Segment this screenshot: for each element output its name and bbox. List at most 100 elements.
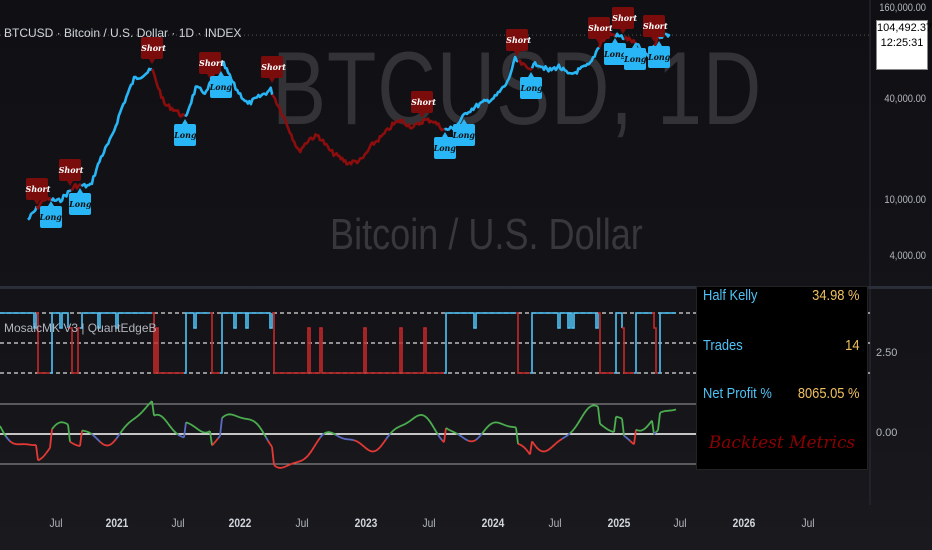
oscillator-segment bbox=[353, 439, 357, 442]
oscillator-segment bbox=[239, 416, 243, 419]
oscillator-segment bbox=[647, 422, 651, 427]
metric-value: 8065.05 % bbox=[797, 385, 860, 402]
oscillator-segment bbox=[461, 436, 465, 440]
pane-separator[interactable] bbox=[0, 286, 932, 289]
oscillator-segment bbox=[261, 430, 265, 435]
chart-title[interactable]: BTCUSD · Bitcoin / U.S. Dollar · 1D · IN… bbox=[4, 26, 242, 40]
oscillator-segment bbox=[215, 437, 219, 442]
oscillator-segment bbox=[137, 413, 141, 417]
short-signal-label: Short bbox=[261, 55, 286, 83]
oscillator-segment bbox=[333, 433, 337, 436]
time-axis-label: Jul bbox=[673, 516, 687, 530]
oscillator-segment bbox=[397, 425, 401, 429]
oscillator-segment bbox=[89, 432, 93, 436]
short-signal-label: Short bbox=[612, 6, 637, 34]
oscillator-segment bbox=[319, 434, 323, 439]
signal-layer: Short Long Short Long Short Long Short Long Shor… bbox=[25, 6, 670, 229]
price-series-line bbox=[271, 93, 445, 166]
metrics-caption: Backtest Metrics bbox=[708, 433, 856, 453]
oscillator-segment bbox=[401, 423, 405, 427]
regime-step-line bbox=[68, 327, 80, 374]
oscillator-segment bbox=[673, 408, 677, 411]
oscillator-segment bbox=[103, 443, 107, 447]
oscillator-segment bbox=[79, 430, 83, 447]
regime-step-line bbox=[652, 312, 658, 374]
oscillator-segment bbox=[409, 418, 413, 422]
oscillator-segment bbox=[11, 441, 15, 445]
oscillator-segment bbox=[551, 444, 555, 448]
oscillator-segment bbox=[501, 423, 505, 426]
price-series-line bbox=[517, 59, 533, 71]
oscillator-segment bbox=[535, 446, 539, 450]
oscillator-segment bbox=[417, 414, 421, 417]
oscillator-segment bbox=[391, 429, 395, 433]
price-series-line bbox=[35, 195, 53, 210]
oscillator-segment bbox=[167, 422, 171, 427]
oscillator-segment bbox=[359, 442, 363, 446]
oscillator-segment bbox=[603, 426, 607, 430]
oscillator-segment bbox=[355, 440, 359, 443]
oscillator-segment bbox=[597, 406, 601, 424]
oscillator-segment bbox=[275, 465, 279, 469]
oscillator-segment bbox=[171, 428, 175, 432]
oscillator-segment bbox=[99, 441, 103, 445]
oscillator-segment bbox=[365, 447, 369, 451]
oscillator-segment bbox=[153, 414, 157, 417]
oscillator-segment bbox=[285, 464, 289, 468]
price-scale-label: 4,000.00 bbox=[889, 250, 926, 262]
oscillator-segment bbox=[569, 430, 573, 434]
oscillator-segment bbox=[183, 422, 187, 438]
oscillator-segment bbox=[497, 421, 501, 425]
long-signal-label: Long bbox=[39, 201, 62, 229]
regime-step-line bbox=[516, 312, 530, 374]
oscillator-segment bbox=[169, 425, 173, 430]
long-signal-label: Long bbox=[647, 41, 670, 69]
indicator-scale-label: 0.00 bbox=[876, 427, 898, 439]
regime-step-line bbox=[152, 312, 184, 374]
oscillator-segment bbox=[457, 433, 461, 437]
oscillator-segment bbox=[317, 437, 321, 442]
short-signal-label: Short bbox=[58, 158, 83, 186]
time-axis-label: Jul bbox=[49, 516, 63, 530]
oscillator-segment bbox=[201, 430, 205, 434]
oscillator-segment bbox=[309, 449, 313, 454]
oscillator-segment bbox=[133, 416, 137, 420]
oscillator-segment bbox=[209, 430, 213, 446]
oscillator-segment bbox=[267, 440, 271, 445]
bar-countdown: 12:25:31 bbox=[880, 37, 924, 49]
oscillator-segment bbox=[555, 441, 559, 445]
oscillator-segment bbox=[559, 438, 563, 441]
oscillator-segment bbox=[151, 400, 155, 416]
oscillator-segment bbox=[487, 423, 491, 428]
regime-step-line bbox=[614, 312, 623, 374]
price-series-line bbox=[614, 32, 625, 41]
regime-step-line bbox=[220, 312, 273, 374]
oscillator-segment bbox=[499, 422, 503, 425]
long-signal-label: Long bbox=[520, 72, 543, 100]
oscillator-segment bbox=[75, 444, 79, 447]
indicator-title[interactable]: MosaicMK V3 | QuantEdgeB bbox=[4, 321, 157, 335]
time-axis-label: Jul bbox=[295, 516, 309, 530]
oscillator-segment bbox=[235, 415, 239, 418]
oscillator-segment bbox=[657, 412, 661, 431]
oscillator-segment bbox=[253, 420, 257, 424]
oscillator-segment bbox=[123, 425, 127, 429]
time-axis-label: 2021 bbox=[105, 516, 129, 530]
oscillator-segment bbox=[341, 437, 345, 440]
oscillator-segment bbox=[157, 413, 161, 417]
oscillator-segment bbox=[41, 455, 45, 459]
oscillator-segment bbox=[579, 416, 583, 421]
oscillator-segment bbox=[407, 420, 411, 424]
oscillator-segment bbox=[575, 422, 579, 427]
price-series-line bbox=[150, 68, 187, 118]
oscillator-segment bbox=[413, 415, 417, 419]
regime-step-line bbox=[530, 312, 599, 374]
oscillator-segment bbox=[335, 434, 339, 437]
name-watermark: Bitcoin / U.S. Dollar bbox=[330, 210, 643, 259]
regime-step-line bbox=[36, 312, 50, 374]
oscillator-segment bbox=[249, 418, 253, 422]
oscillator-segment bbox=[433, 427, 437, 432]
short-signal-label: Short bbox=[25, 178, 50, 206]
oscillator-segment bbox=[263, 433, 267, 438]
oscillator-segment bbox=[515, 427, 519, 444]
